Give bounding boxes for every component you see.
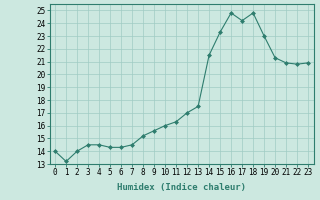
X-axis label: Humidex (Indice chaleur): Humidex (Indice chaleur) — [117, 183, 246, 192]
